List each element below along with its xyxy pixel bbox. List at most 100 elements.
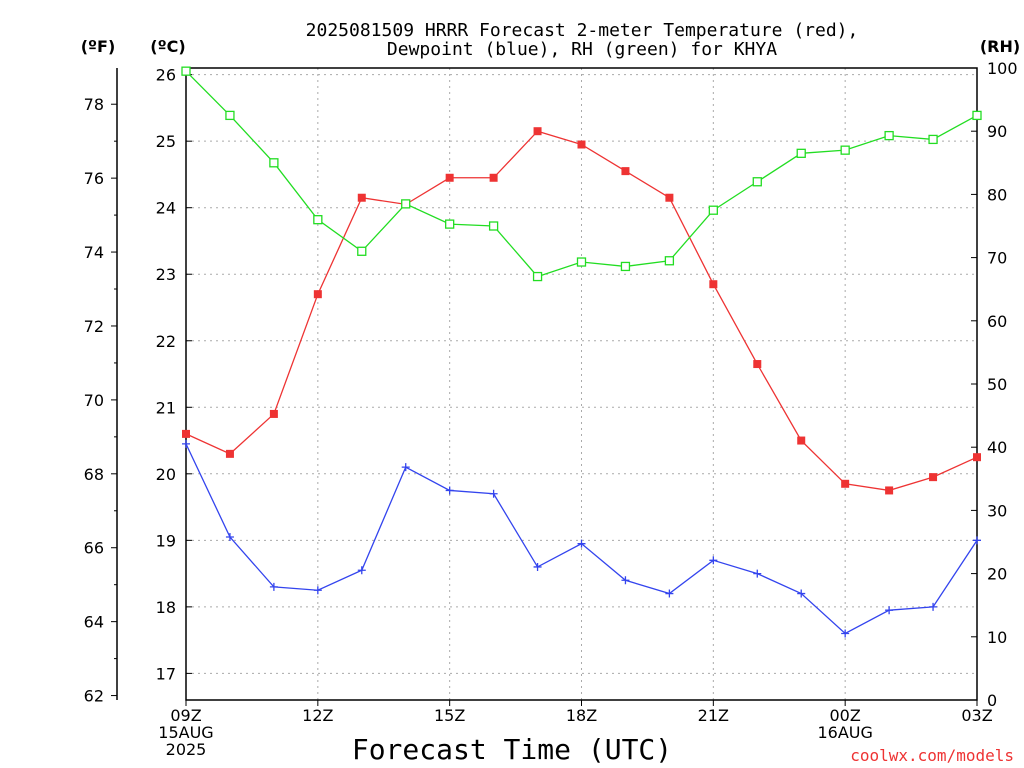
x-tick-label: 15Z	[434, 706, 465, 725]
celsius-tick-label: 20	[156, 465, 176, 484]
fahrenheit-tick-label: 74	[84, 243, 104, 262]
fahrenheit-unit-label: (ºF)	[81, 37, 116, 56]
rh-tick-label: 80	[987, 185, 1007, 204]
rh-tick-label: 10	[987, 628, 1007, 647]
rh-tick-label: 0	[987, 691, 997, 710]
temperature-point	[973, 453, 981, 462]
rh-point	[313, 215, 323, 225]
rh-point	[796, 148, 806, 158]
fahrenheit-tick-label: 70	[84, 391, 104, 410]
rh-point	[664, 256, 675, 266]
axes: 62 64 66 68 70 72 74 76 78 17 18 19 20 21 22 23 24 25 26 0 1…	[84, 59, 1018, 759]
fahrenheit-tick-label: 66	[84, 539, 104, 558]
rh-point	[620, 261, 631, 272]
gridlines	[186, 68, 977, 700]
dewpoint-point	[885, 606, 894, 615]
fahrenheit-tick-label: 68	[84, 465, 104, 484]
temperature-point	[445, 173, 454, 182]
rh-point	[225, 110, 235, 121]
temperature-point	[533, 127, 542, 136]
dewpoint-point	[182, 439, 190, 448]
celsius-tick-label: 18	[156, 598, 176, 617]
fahrenheit-tick-label: 64	[84, 613, 104, 632]
x-tick-label: 03Z	[961, 706, 992, 725]
dewpoint-point	[357, 566, 366, 575]
rh-tick-label: 90	[987, 122, 1007, 141]
celsius-tick-label: 17	[156, 664, 176, 683]
rh-point	[576, 257, 587, 267]
temperature-point	[357, 193, 366, 202]
rh-tick-label: 60	[987, 312, 1007, 331]
temperature-point	[269, 409, 278, 418]
x-tick-label: 00Z	[830, 706, 861, 725]
temperature-point	[577, 140, 586, 149]
fahrenheit-tick-label: 62	[84, 687, 104, 706]
dewpoint-point	[533, 562, 542, 571]
rh-unit-label: (RH)	[980, 37, 1020, 56]
temperature-point	[621, 167, 630, 176]
dewpoint-point	[665, 589, 674, 598]
rh-point	[532, 271, 543, 282]
celsius-tick-label: 25	[156, 132, 176, 151]
credit-text: coolwx.com/models	[850, 746, 1014, 765]
x-axis-title: Forecast Time (UTC)	[352, 733, 672, 766]
temperature-series-line	[185, 130, 978, 492]
fahrenheit-tick-label: 78	[84, 95, 104, 114]
rh-series-line	[185, 70, 978, 278]
dewpoint-point	[973, 536, 981, 545]
chart-title-line2: Dewpoint (blue), RH (green) for KHYA	[387, 39, 777, 60]
series-layer	[181, 66, 982, 638]
dewpoint-point	[753, 569, 762, 578]
celsius-tick-label: 26	[156, 66, 176, 85]
temperature-point	[313, 290, 322, 299]
rh-point	[708, 205, 718, 215]
temperature-point	[797, 436, 806, 445]
dewpoint-point	[709, 556, 718, 565]
temperature-point	[182, 429, 190, 438]
chart-title-line1: 2025081509 HRRR Forecast 2-meter Tempera…	[306, 20, 859, 41]
rh-tick-label: 20	[987, 565, 1007, 584]
x-tick-label: 12Z	[302, 706, 333, 725]
rh-tick-label: 50	[987, 375, 1007, 394]
celsius-unit-label: (ºC)	[150, 37, 185, 56]
x-tick-label: 21Z	[698, 706, 729, 725]
temperature-point	[929, 473, 938, 482]
temperature-point	[489, 173, 498, 182]
temperature-point	[225, 449, 234, 458]
dewpoint-series-line	[185, 443, 978, 635]
rh-point	[972, 110, 982, 121]
celsius-tick-label: 22	[156, 332, 176, 351]
rh-tick-label: 40	[987, 438, 1007, 457]
temperature-point	[665, 193, 674, 202]
dewpoint-point	[313, 586, 322, 595]
celsius-tick-label: 24	[156, 199, 176, 218]
dewpoint-point	[401, 463, 410, 472]
rh-tick-label: 100	[987, 59, 1018, 78]
rh-point	[928, 134, 938, 145]
dewpoint-point	[489, 489, 498, 498]
rh-point	[488, 221, 499, 231]
dewpoint-point	[929, 602, 938, 611]
dewpoint-point	[269, 582, 278, 591]
temperature-point	[885, 486, 894, 495]
temperature-point	[753, 360, 762, 369]
rh-point	[840, 145, 850, 155]
dewpoint-point	[225, 533, 234, 542]
x-tick-label: 15AUG	[158, 723, 213, 742]
x-tick-label: 09Z	[170, 706, 201, 725]
dewpoint-point	[841, 629, 850, 638]
rh-point	[181, 66, 191, 76]
rh-point	[357, 246, 367, 256]
rh-point	[269, 158, 279, 168]
celsius-tick-label: 19	[156, 531, 176, 550]
rh-point	[401, 199, 411, 209]
dewpoint-point	[577, 539, 586, 548]
dewpoint-point	[621, 576, 630, 585]
dewpoint-point	[797, 589, 806, 598]
x-tick-label: 2025	[166, 740, 207, 759]
temperature-point	[841, 479, 850, 488]
temperature-point	[709, 280, 718, 289]
rh-point	[752, 177, 762, 187]
rh-tick-label: 30	[987, 501, 1007, 520]
